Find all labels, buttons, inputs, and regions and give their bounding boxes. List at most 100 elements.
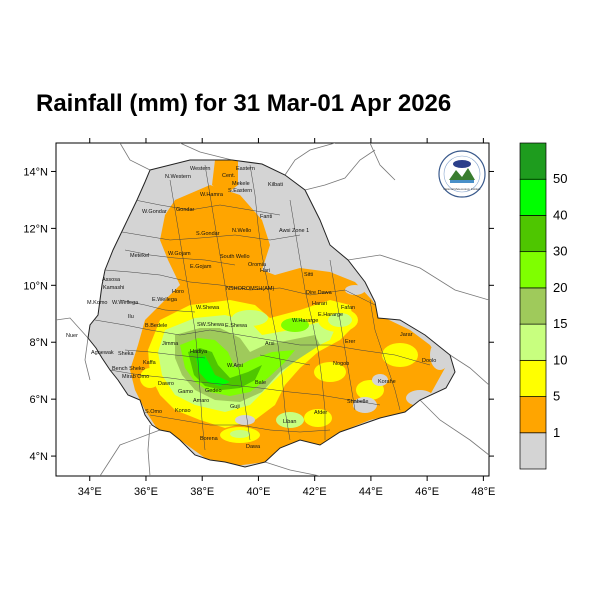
region-label: Kilbati xyxy=(268,182,283,188)
region-label: W.Hamra xyxy=(200,192,224,198)
lon-tick-label: 34°E xyxy=(78,486,102,498)
region-label: Agnewak xyxy=(91,350,114,356)
region-label: E.Wellega xyxy=(152,297,178,303)
region-label: Nuer xyxy=(66,333,78,339)
region-label: Oromia xyxy=(248,262,267,268)
region-label: Mirab Omo xyxy=(122,374,149,380)
region-label: Jarar xyxy=(400,332,413,338)
region-label: Mekele xyxy=(232,181,250,187)
region-label: Metekel xyxy=(130,253,149,259)
lon-tick-label: 40°E xyxy=(246,486,270,498)
legend-label: 50 xyxy=(553,171,567,186)
country-outline xyxy=(87,159,456,468)
region-label: Erer xyxy=(345,339,356,345)
logo-text: National Meteorology Institute xyxy=(443,187,480,191)
region-label: Borena xyxy=(200,436,219,442)
region-label: Gamo xyxy=(178,389,193,395)
region-label: Dire Dawa xyxy=(306,290,333,296)
region-label: Sheka xyxy=(118,351,135,357)
lat-tick-label: 8°N xyxy=(30,337,49,349)
lat-tick-label: 10°N xyxy=(23,280,48,292)
region-labels: Western N.Western Cent. Eastern Mekele K… xyxy=(66,166,436,450)
region-label: Kamashi xyxy=(103,285,124,291)
region-label: NSHOROMSH(AM) xyxy=(226,286,274,292)
region-label: Bale xyxy=(255,380,266,386)
region-label: Ilu xyxy=(128,314,134,320)
lat-tick-label: 4°N xyxy=(30,451,49,463)
region-label: South Wello xyxy=(220,254,250,260)
region-label: W.Shewa xyxy=(196,305,220,311)
neighbour-borders xyxy=(56,143,489,476)
region-label: Liban xyxy=(283,419,296,425)
legend-label: 30 xyxy=(553,244,567,259)
region-label: Sitti xyxy=(304,272,313,278)
region-label: E.Shewa xyxy=(225,323,248,329)
region-label: N.Western xyxy=(165,174,191,180)
legend-label: 1 xyxy=(553,425,560,440)
legend-label: 5 xyxy=(553,389,560,404)
lat-tick-label: 12°N xyxy=(23,223,48,235)
region-label: Amaro xyxy=(193,398,209,404)
region-label: Korahe xyxy=(378,379,396,385)
region-label: E.Gojam xyxy=(190,264,212,270)
lon-tick-label: 36°E xyxy=(134,486,158,498)
legend-swatch xyxy=(519,287,547,325)
lon-tick-label: 48°E xyxy=(471,486,495,498)
legend-swatch xyxy=(519,142,547,180)
region-label: Arsi xyxy=(265,341,274,347)
region-label: W.Arsi xyxy=(227,363,243,369)
region-label: W.Wellega xyxy=(112,300,139,306)
legend-swatch xyxy=(519,359,547,397)
region-label: W.Hararge xyxy=(292,318,318,324)
region-label: B.Bedele xyxy=(145,323,167,329)
lat-tick-label: 14°N xyxy=(23,166,48,178)
region-label: W.Gojam xyxy=(168,251,191,257)
region-label: Awsi Zone 1 xyxy=(279,228,309,234)
zone-boundaries xyxy=(94,164,431,451)
legend-label: 10 xyxy=(553,352,567,367)
region-label: Fanti xyxy=(260,214,272,220)
region-label: Hadiya xyxy=(190,349,208,355)
region-label: S.Omo xyxy=(145,409,162,415)
region-label: Doolo xyxy=(422,358,436,364)
lon-tick-label: 42°E xyxy=(303,486,327,498)
region-label: Bench Sheko xyxy=(112,366,145,372)
region-label: W.Gondar xyxy=(142,209,167,215)
region-label: Guji xyxy=(230,404,240,410)
legend-swatch xyxy=(519,323,547,361)
region-label: Assosa xyxy=(102,277,121,283)
region-label: Western xyxy=(190,166,210,172)
lon-tick-label: 38°E xyxy=(190,486,214,498)
region-label: Eastern xyxy=(236,166,255,172)
lat-tick-label: 6°N xyxy=(30,394,49,406)
legend-swatch xyxy=(519,251,547,289)
region-label: Hari xyxy=(260,268,270,274)
region-label: Gondar xyxy=(176,207,195,213)
region-label: Gedeo xyxy=(205,388,222,394)
region-label: Konso xyxy=(175,408,191,414)
region-label: S.Eastern xyxy=(228,188,252,194)
legend-label: 15 xyxy=(553,316,567,331)
region-label: Nogob xyxy=(333,361,349,367)
legend-swatch xyxy=(519,396,547,434)
region-label: Fafan xyxy=(341,305,355,311)
legend-swatch xyxy=(519,178,547,216)
region-label: Dawro xyxy=(158,381,174,387)
axes: 34°E 36°E 38°E 40°E 42°E 44°E 46°E 48°E 14°N 12°N… xyxy=(23,138,495,498)
region-label: Dawa xyxy=(246,444,261,450)
legend-swatch xyxy=(519,432,547,470)
institute-logo: National Meteorology Institute xyxy=(438,150,486,198)
legend-label: 20 xyxy=(553,280,567,295)
map-title: Rainfall (mm) for 31 Mar-01 Apr 2026 xyxy=(36,90,452,117)
region-label: S.Gondar xyxy=(196,231,220,237)
legend-swatch xyxy=(519,215,547,253)
lon-tick-label: 46°E xyxy=(415,486,439,498)
region-label: Afder xyxy=(314,410,327,416)
region-label: Cent. xyxy=(222,173,236,179)
region-label: Shabelle xyxy=(347,399,368,405)
region-label: SW.Shewa xyxy=(197,322,225,328)
region-label: M.Komo xyxy=(87,300,107,306)
region-label: N.Wello xyxy=(232,228,251,234)
